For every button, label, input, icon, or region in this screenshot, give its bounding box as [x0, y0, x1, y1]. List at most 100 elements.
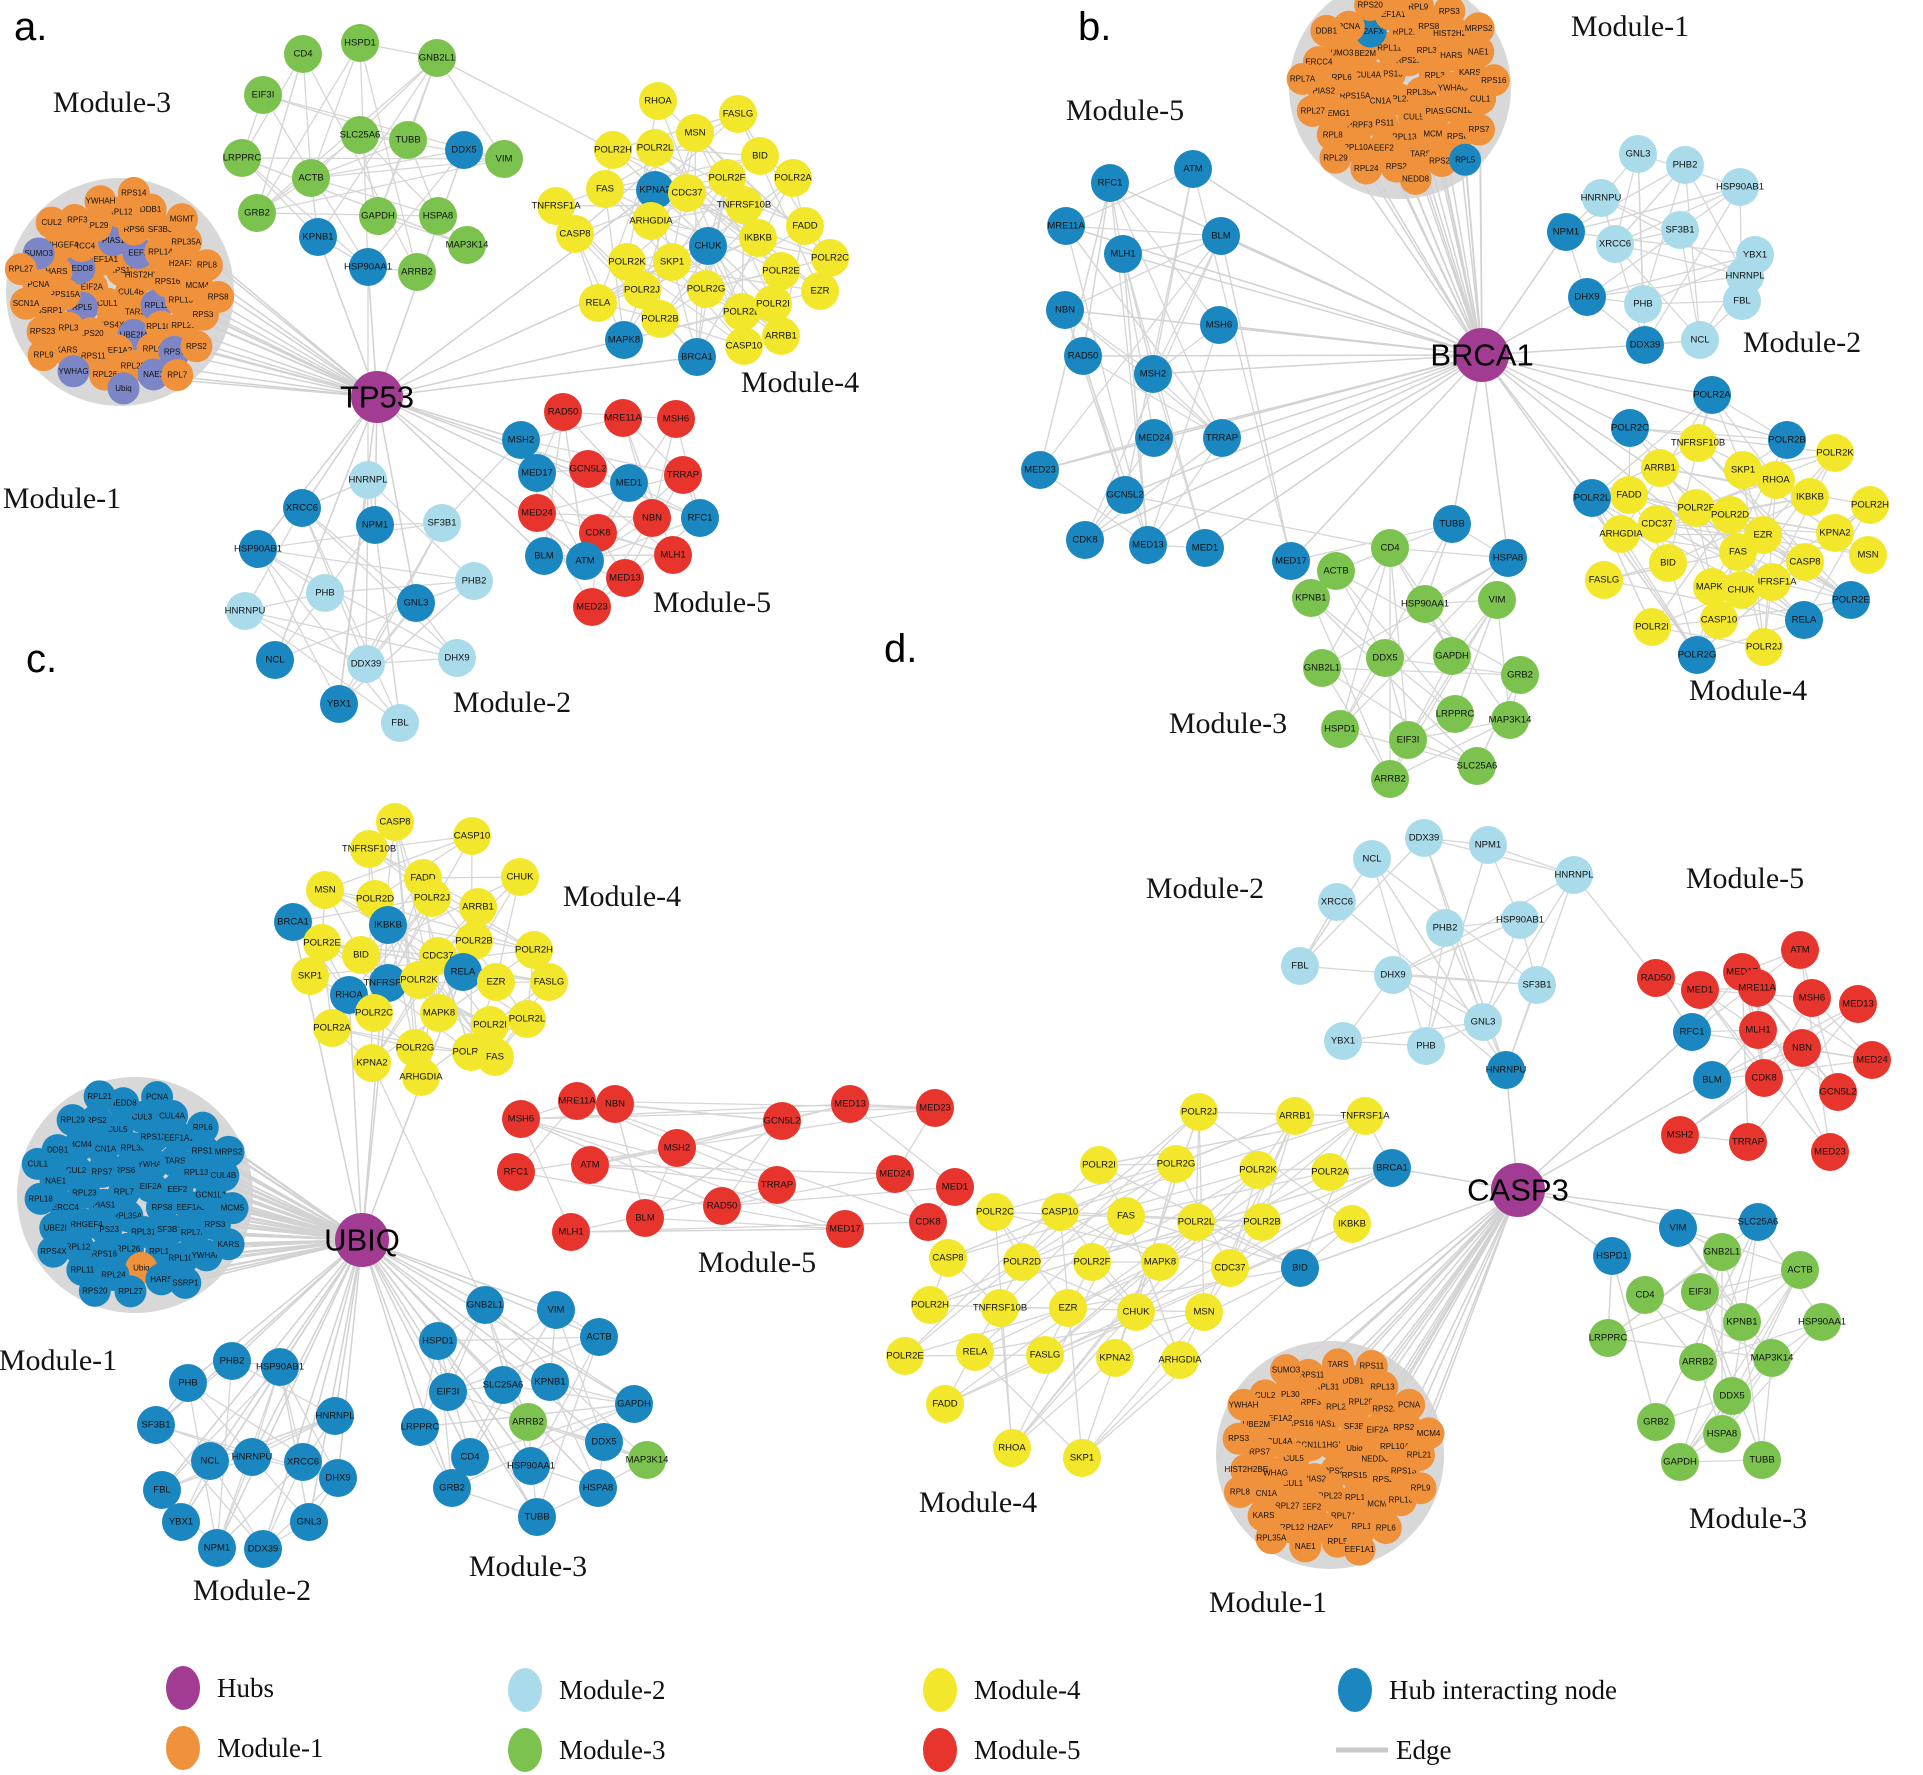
node-SUMO3: SUMO3: [1270, 1354, 1303, 1387]
node-ACTB: ACTB: [580, 1318, 618, 1356]
node-FBL: FBL: [381, 704, 419, 742]
node-MED24: MED24: [1135, 419, 1173, 457]
node-GNL3: GNL3: [1619, 135, 1657, 173]
node-DDX5: DDX5: [1713, 1377, 1751, 1415]
node-GAPDH: GAPDH: [615, 1385, 653, 1423]
node-MAP3K14: MAP3K14: [1489, 701, 1531, 739]
hub-UBIQ: UBIQ: [324, 1213, 400, 1267]
node-GNB2L1: GNB2L1: [1303, 649, 1341, 687]
node-MGMT: MGMT: [165, 203, 198, 236]
node-CASP8: CASP8: [929, 1239, 967, 1277]
node-RPS3: RPS3: [1222, 1422, 1255, 1455]
node-BID: BID: [1281, 1249, 1319, 1287]
node-RELA: RELA: [1785, 601, 1823, 639]
node-MSH6: MSH6: [502, 1100, 540, 1138]
node-MSH6: MSH6: [1200, 306, 1238, 344]
node-CASP10: CASP10: [1700, 601, 1738, 639]
node-DDX5: DDX5: [445, 131, 483, 169]
node-POLR2J: POLR2J: [1745, 628, 1783, 666]
node-POLR2G: POLR2G: [1678, 636, 1716, 674]
node-RPS7: RPS7: [1462, 113, 1495, 146]
node-KARS: KARS: [212, 1228, 245, 1261]
module-label: Module-4: [919, 1486, 1037, 1519]
node-POLR2I: POLR2I: [1633, 608, 1671, 646]
node-POLR2I: POLR2I: [1080, 1146, 1118, 1184]
node-FADD: FADD: [1610, 476, 1648, 514]
node-MED23: MED23: [916, 1089, 954, 1127]
node-SKP1: SKP1: [653, 243, 691, 281]
legend-color-swatch: [923, 1668, 957, 1712]
node-HSP90AA1: HSP90AA1: [1798, 1303, 1846, 1341]
node-HNRNPL: HNRNPL: [315, 1397, 355, 1435]
node-MED13: MED13: [606, 559, 644, 597]
legend-label: Module-2: [559, 1675, 665, 1705]
node-ARRB1: ARRB1: [762, 317, 800, 355]
node-RPL29: RPL29: [1319, 141, 1352, 174]
legend-label: Module-1: [217, 1733, 323, 1763]
node-HSPD1: HSPD1: [1593, 1237, 1631, 1275]
node-CDC37: CDC37: [668, 174, 706, 212]
node-TUBB: TUBB: [518, 1498, 556, 1536]
node-DHX9: DHX9: [1568, 278, 1606, 316]
node-MSH2: MSH2: [1661, 1116, 1699, 1154]
node-MED17: MED17: [1272, 542, 1310, 580]
node-FADD: FADD: [926, 1385, 964, 1423]
node-NPM1: NPM1: [198, 1529, 236, 1567]
legend-item-module-5: Module-5: [923, 1728, 1080, 1772]
node-RAD50: RAD50: [703, 1187, 741, 1225]
node-RPL21: RPL21: [83, 1080, 116, 1113]
node-DHX9: DHX9: [1374, 956, 1412, 994]
node-NPM1: NPM1: [1547, 213, 1585, 251]
node-RPL9: RPL9: [1404, 1472, 1437, 1505]
node-GAPDH: GAPDH: [1661, 1443, 1699, 1481]
node-RPL27: RPL27: [4, 253, 37, 286]
node-YBX1: YBX1: [1324, 1022, 1362, 1060]
legend-label: Module-4: [974, 1675, 1081, 1705]
node-BID: BID: [741, 137, 779, 175]
node-VIM: VIM: [485, 140, 523, 178]
node-NCL: NCL: [1353, 840, 1391, 878]
node-SF3B1: SF3B1: [137, 1406, 175, 1444]
node-SLC25A6: SLC25A6: [483, 1366, 523, 1404]
module-label: Module-3: [1689, 1502, 1807, 1535]
node-PHB: PHB: [169, 1364, 207, 1402]
node-RPL18: RPL18: [24, 1182, 57, 1215]
node-HSPD1: HSPD1: [1321, 710, 1359, 748]
node-TRRAP: TRRAP: [1203, 419, 1241, 457]
node-XRCC6: XRCC6: [1596, 225, 1634, 263]
module-label: Module-5: [1686, 862, 1804, 895]
node-LRPPRC: LRPPRC: [1589, 1319, 1627, 1357]
node-KPNB1: KPNB1: [531, 1363, 569, 1401]
node-MSH2: MSH2: [658, 1129, 696, 1167]
node-ATM: ATM: [566, 542, 604, 580]
node-XRCC6: XRCC6: [284, 1443, 322, 1481]
node-CDC37: CDC37: [1211, 1249, 1249, 1287]
module-label: Module-2: [453, 686, 571, 719]
node-FBL: FBL: [143, 1471, 181, 1509]
node-MED24: MED24: [876, 1155, 914, 1193]
node-HSP90AB1: HSP90AB1: [234, 530, 282, 568]
node-MSN: MSN: [676, 114, 714, 152]
node-HSPA8: HSPA8: [1703, 1415, 1741, 1453]
node-RPL8: RPL8: [190, 249, 223, 282]
node-CDC37: CDC37: [1638, 505, 1676, 543]
legend: Hubs Module-1 Module-2 Module-3 Module-4 Modu…: [166, 1666, 1617, 1772]
node-POLR2J: POLR2J: [1180, 1093, 1218, 1131]
node-POLR2D: POLR2D: [1003, 1243, 1041, 1281]
node-RPL27: RPL27: [114, 1275, 147, 1308]
node-GNL3: GNL3: [1464, 1003, 1502, 1041]
node-POLR2L: POLR2L: [1573, 479, 1611, 517]
node-DDX39: DDX39: [1626, 326, 1664, 364]
node-CDK8: CDK8: [909, 1203, 947, 1241]
legend-label: Module-3: [559, 1735, 665, 1765]
node-RPS2: RPS2: [180, 330, 213, 363]
node-FBL: FBL: [1723, 282, 1761, 320]
node-CDK8: CDK8: [1745, 1059, 1783, 1097]
legend-item-edge: Edge: [1336, 1735, 1451, 1765]
node-PHB2: PHB2: [1666, 146, 1704, 184]
module-label: Module-5: [698, 1246, 816, 1279]
legend-item-module-4: Module-4: [923, 1668, 1081, 1712]
node-MLH1: MLH1: [654, 536, 692, 574]
node-RFC1: RFC1: [681, 499, 719, 537]
